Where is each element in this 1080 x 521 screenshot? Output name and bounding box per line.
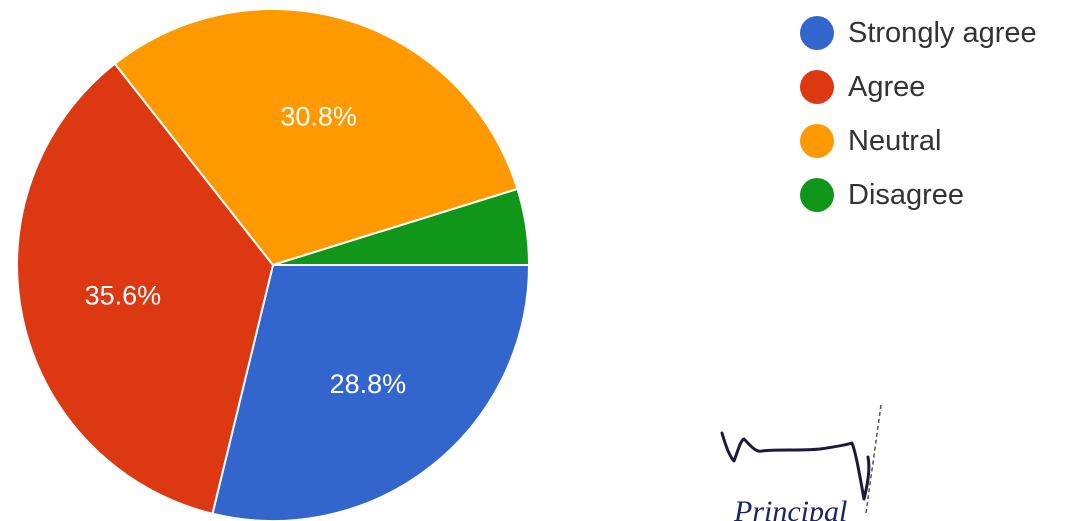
legend-label: Agree (848, 70, 926, 103)
legend-label: Neutral (848, 124, 942, 157)
signature-caption: Principal (733, 495, 847, 521)
slice-label-neutral: 30.8% (280, 101, 357, 131)
principal-signature: Principal (720, 404, 882, 521)
legend-label: Strongly agree (848, 16, 1037, 49)
chart-legend: Strongly agree Agree Neutral Disagree (800, 6, 1037, 222)
legend-item-neutral[interactable]: Neutral (800, 114, 1037, 168)
legend-swatch (800, 178, 834, 212)
legend-item-strongly-agree[interactable]: Strongly agree (800, 6, 1037, 60)
legend-item-agree[interactable]: Agree (800, 60, 1037, 114)
pie-slice-neutral[interactable] (113, 8, 519, 267)
slice-label-agree: 35.6% (85, 281, 162, 311)
legend-item-disagree[interactable]: Disagree (800, 168, 1037, 222)
legend-swatch (800, 124, 834, 158)
signature-scribble (720, 431, 871, 501)
legend-swatch (800, 16, 834, 50)
legend-label: Disagree (848, 178, 965, 211)
legend-swatch (800, 70, 834, 104)
pie-slice-agree[interactable] (16, 62, 275, 515)
slice-label-strongly-agree: 28.8% (330, 369, 407, 399)
pie-slice-disagree[interactable] (272, 187, 531, 266)
